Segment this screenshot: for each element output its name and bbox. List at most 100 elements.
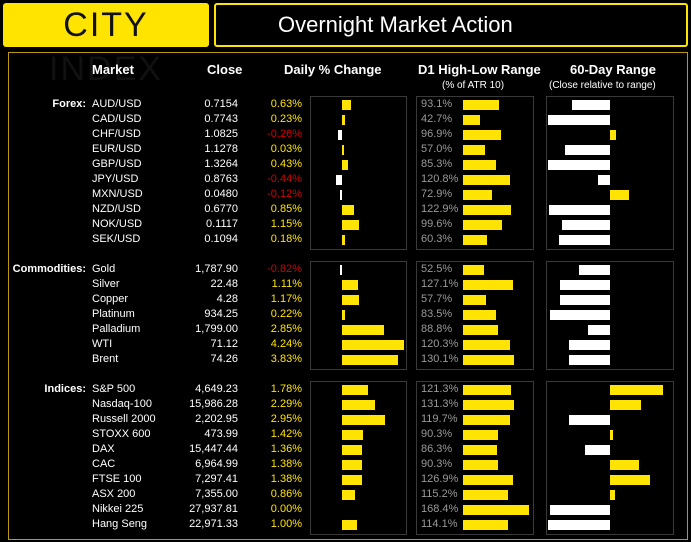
range-bar <box>463 520 508 530</box>
close-value: 0.0480 <box>204 188 238 200</box>
column-header-market: Market <box>92 62 134 77</box>
daily-change-value: 0.22% <box>270 308 302 320</box>
close-value: 15,447.44 <box>189 443 238 455</box>
close-value: 1.3264 <box>204 158 238 170</box>
daily-change-bar <box>342 220 359 230</box>
daily-change-bar <box>342 235 345 245</box>
header: CITY INDEX Overnight Market Action <box>0 0 691 88</box>
sixty-day-bar <box>548 520 610 530</box>
range-bar <box>463 175 511 185</box>
section-label: Commodities: <box>12 263 86 275</box>
market-name: CHF/USD <box>92 128 141 140</box>
range-bar <box>463 190 492 200</box>
daily-change-bar <box>342 145 344 155</box>
daily-change-value: 1.00% <box>270 518 302 530</box>
range-panel <box>416 261 534 370</box>
range-value: 52.5% <box>421 263 453 275</box>
close-value: 934.25 <box>204 308 238 320</box>
daily-change-value: 2.29% <box>270 398 302 410</box>
daily-change-bar <box>342 280 359 290</box>
range-value: 93.1% <box>421 98 453 110</box>
column-subheader-range: (% of ATR 10) <box>442 80 505 91</box>
daily-change-value: 2.95% <box>270 413 302 425</box>
market-name: Platinum <box>92 308 135 320</box>
sixty-day-bar <box>561 220 610 230</box>
sixty-day-bar <box>571 100 610 110</box>
range-value: 119.7% <box>421 413 458 425</box>
close-value: 1.1278 <box>204 143 238 155</box>
logo-text: CITY INDEX <box>49 6 163 88</box>
sixty-day-bar <box>560 295 610 305</box>
sixty-day-bar <box>610 130 617 140</box>
range-bar <box>463 505 529 515</box>
daily-change-bar <box>342 355 398 365</box>
sixty-day-bar <box>610 190 629 200</box>
market-name: CAD/USD <box>92 113 142 125</box>
sixty-day-panel <box>546 96 674 250</box>
daily-change-value: 0.18% <box>270 233 302 245</box>
sixty-day-bar <box>550 310 610 320</box>
range-value: 90.3% <box>421 428 453 440</box>
market-name: DAX <box>92 443 115 455</box>
daily-change-value: 1.36% <box>270 443 302 455</box>
market-name: CAC <box>92 458 116 470</box>
daily-change-bar <box>342 430 363 440</box>
market-name: STOXX 600 <box>92 428 151 440</box>
close-value: 0.6770 <box>204 203 238 215</box>
range-value: 121.3% <box>421 383 459 395</box>
range-bar <box>463 265 484 275</box>
daily-change-bar <box>342 115 346 125</box>
column-header-close: Close <box>207 62 243 77</box>
sixty-day-bar <box>569 355 610 365</box>
range-value: 72.9% <box>421 188 453 200</box>
daily-change-bar <box>335 175 342 185</box>
sixty-day-bar <box>610 385 663 395</box>
sixty-day-bar <box>548 115 610 125</box>
daily-change-value: 1.11% <box>271 278 302 290</box>
daily-change-bar <box>342 160 349 170</box>
range-value: 90.3% <box>421 458 453 470</box>
daily-change-value: 4.24% <box>270 338 302 350</box>
daily-change-bar <box>342 445 362 455</box>
section-label: Forex: <box>52 98 86 110</box>
daily-change-bar <box>342 460 363 470</box>
daily-change-value: 0.85% <box>270 203 302 215</box>
close-value: 1,799.00 <box>195 323 238 335</box>
market-name: SEK/USD <box>92 233 141 245</box>
range-bar <box>463 385 511 395</box>
range-bar <box>463 310 496 320</box>
range-value: 120.8% <box>421 173 459 185</box>
market-name: Russell 2000 <box>92 413 156 425</box>
close-value: 15,986.28 <box>189 398 238 410</box>
close-value: 1,787.90 <box>195 263 238 275</box>
range-value: 86.3% <box>421 443 453 455</box>
market-name: Nikkei 225 <box>92 503 144 515</box>
range-value: 122.9% <box>421 203 459 215</box>
range-bar <box>463 490 509 500</box>
sixty-day-bar <box>569 340 610 350</box>
range-bar <box>463 145 486 155</box>
range-bar <box>463 295 486 305</box>
close-value: 6,964.99 <box>195 458 238 470</box>
close-value: 0.7154 <box>204 98 238 110</box>
daily-change-bar <box>342 490 355 500</box>
range-bar <box>463 220 503 230</box>
daily-change-bar <box>342 385 369 395</box>
range-value: 126.9% <box>421 473 459 485</box>
range-value: 127.1% <box>421 278 459 290</box>
close-value: 473.99 <box>204 428 238 440</box>
sixty-day-bar <box>565 145 610 155</box>
range-value: 42.7% <box>421 113 453 125</box>
range-value: 88.8% <box>421 323 453 335</box>
range-bar <box>463 460 499 470</box>
market-name: ASX 200 <box>92 488 136 500</box>
range-bar <box>463 415 510 425</box>
range-value: 96.9% <box>421 128 453 140</box>
daily-change-value: 0.00% <box>270 503 302 515</box>
daily-change-bar <box>342 400 376 410</box>
daily-change-value: 3.83% <box>270 353 302 365</box>
daily-change-value: 1.17% <box>270 293 302 305</box>
range-bar <box>463 430 499 440</box>
market-name: GBP/USD <box>92 158 142 170</box>
page-title: Overnight Market Action <box>278 12 513 37</box>
